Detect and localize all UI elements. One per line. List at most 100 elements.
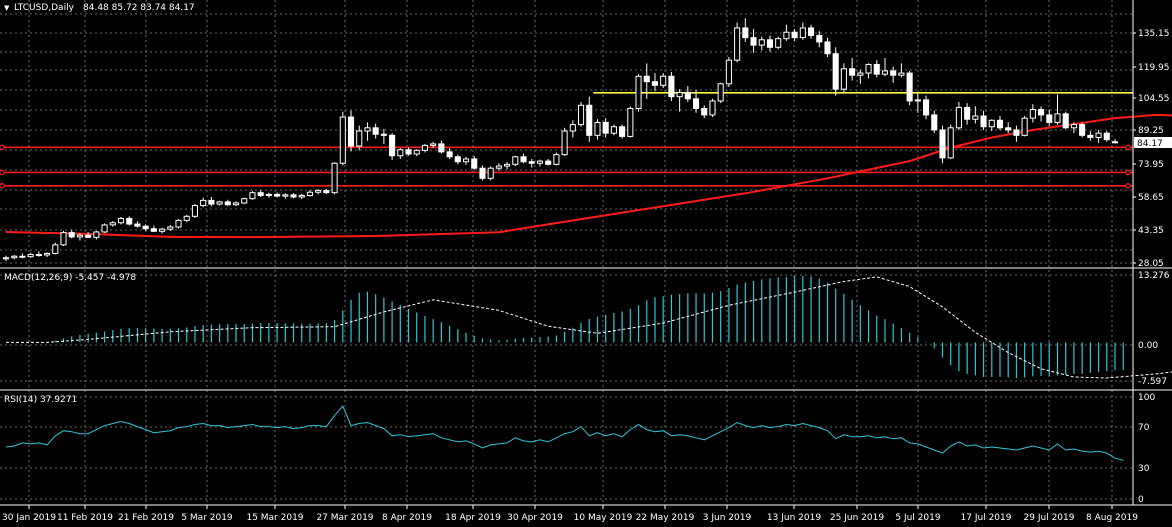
x-tick-label: 8 Apr 2019 xyxy=(382,513,432,523)
candle xyxy=(1087,131,1094,141)
candle-body-up xyxy=(955,106,962,129)
candle-body-up xyxy=(331,162,338,194)
candle-body-down xyxy=(1103,132,1110,141)
price-tick-label: 89.25 xyxy=(1138,126,1164,136)
candle xyxy=(816,31,823,48)
x-tick-label: 22 May 2019 xyxy=(636,513,695,523)
candle xyxy=(766,35,774,52)
candle-body-up xyxy=(364,127,371,132)
candle xyxy=(306,190,313,197)
candle-body-up xyxy=(339,116,346,164)
candle xyxy=(635,74,642,112)
candle xyxy=(569,120,576,138)
candle xyxy=(2,255,10,261)
candle xyxy=(1005,122,1012,134)
grid-lines xyxy=(0,0,1133,505)
candle xyxy=(947,124,954,159)
x-tick-label: 13 Jun 2019 xyxy=(767,513,821,523)
candle-body-up xyxy=(167,226,174,230)
candle-body-up xyxy=(60,232,67,246)
candle-body-up xyxy=(487,167,494,179)
x-tick-label: 30 Apr 2019 xyxy=(507,513,563,523)
candle xyxy=(1046,109,1053,126)
candle xyxy=(799,22,806,40)
candle-body-down xyxy=(602,121,609,134)
candle xyxy=(791,29,798,41)
candle-body-up xyxy=(635,75,642,109)
candle-body-down xyxy=(1062,113,1069,129)
candle-body-down xyxy=(323,190,330,194)
candle-body-down xyxy=(134,223,141,227)
candle-body-down xyxy=(479,167,486,179)
candle xyxy=(734,22,741,63)
candle xyxy=(134,221,141,228)
candle-body-down xyxy=(939,129,946,159)
candle-body-down xyxy=(750,37,757,46)
candle-body-down xyxy=(274,193,281,197)
candle xyxy=(594,119,601,140)
candle xyxy=(619,124,626,139)
candle xyxy=(52,242,59,255)
candle-body-up xyxy=(265,193,272,196)
candle-body-up xyxy=(175,219,182,228)
candle xyxy=(890,66,897,83)
dropdown-arrow-icon[interactable]: ▼ xyxy=(4,4,10,12)
candle-body-up xyxy=(1021,117,1028,136)
candle-body-up xyxy=(191,205,198,217)
candle xyxy=(323,189,330,194)
price-tick-label: 73.95 xyxy=(1138,160,1164,170)
candle xyxy=(27,252,34,258)
candle-body-up xyxy=(430,143,437,146)
x-tick-label: 10 May 2019 xyxy=(574,513,633,523)
candle xyxy=(241,197,248,205)
candle-body-up xyxy=(881,70,889,75)
candle xyxy=(898,63,905,78)
candle-body-down xyxy=(742,27,749,39)
candle-body-down xyxy=(586,104,593,136)
macd-tick-label: -7.597 xyxy=(1138,377,1167,387)
candle xyxy=(487,166,494,181)
candle-body-down xyxy=(668,75,675,98)
candle-body-up xyxy=(315,190,322,193)
candle xyxy=(471,156,478,170)
candle xyxy=(923,95,930,120)
candle xyxy=(520,153,527,164)
candle-body-down xyxy=(701,107,708,116)
candle xyxy=(996,116,1004,130)
candle-body-up xyxy=(840,68,847,90)
level-handle-left xyxy=(0,144,5,151)
candle xyxy=(249,191,256,200)
candle xyxy=(881,58,889,77)
candle-body-down xyxy=(85,234,92,238)
candle xyxy=(988,119,995,132)
candle xyxy=(1095,129,1102,143)
candle-body-up xyxy=(758,39,765,46)
candle xyxy=(545,158,552,166)
candle xyxy=(577,102,585,127)
x-tick-label: 5 Mar 2019 xyxy=(181,513,233,523)
candle xyxy=(208,196,215,207)
rsi-line xyxy=(5,405,1124,461)
x-tick-label: 25 Jun 2019 xyxy=(830,513,884,523)
candle-body-up xyxy=(495,165,502,169)
candle-body-up xyxy=(11,255,18,259)
level-handle-right xyxy=(1125,169,1131,176)
candle-body-up xyxy=(183,215,190,221)
x-tick-label: 18 Apr 2019 xyxy=(445,513,501,523)
candle xyxy=(462,156,470,165)
price-panel xyxy=(0,18,1172,261)
candle-body-down xyxy=(405,149,412,155)
candle xyxy=(389,133,396,161)
candle xyxy=(109,221,116,227)
ohlc-values: 84.48 85.72 83.74 84.17 xyxy=(83,3,195,13)
candle-body-up xyxy=(93,231,100,238)
candle xyxy=(11,254,18,260)
candle xyxy=(873,60,880,78)
candle xyxy=(701,105,708,119)
price-tick-label: 135.15 xyxy=(1138,29,1170,39)
candle-body-up xyxy=(306,191,313,196)
last-price-box xyxy=(1134,137,1172,148)
rsi-tick-label: 70 xyxy=(1138,423,1150,433)
candle xyxy=(832,47,839,96)
last-price-marker: 84.17 xyxy=(1134,137,1172,149)
